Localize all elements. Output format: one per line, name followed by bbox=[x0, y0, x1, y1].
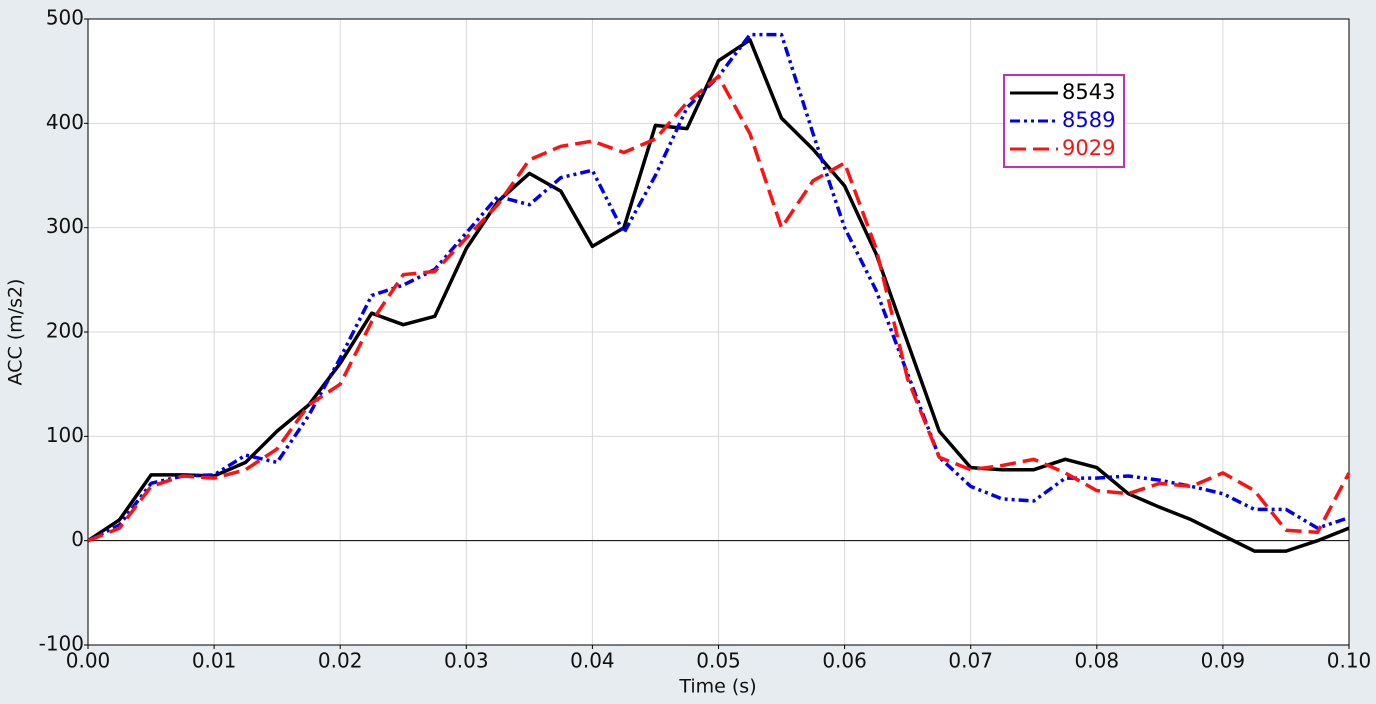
x-tick-label: 0.10 bbox=[1327, 649, 1372, 673]
plot-frame bbox=[87, 18, 1350, 646]
series-line bbox=[87, 38, 1350, 553]
x-tick-label: 0.03 bbox=[444, 649, 489, 673]
x-tick-label: 0.08 bbox=[1075, 649, 1120, 673]
legend-label: 8543 bbox=[1062, 80, 1115, 104]
series-line bbox=[87, 74, 1351, 543]
y-tick-label: 400 bbox=[46, 110, 84, 134]
y-axis-title: ACC (m/s2) bbox=[5, 279, 27, 386]
y-tick-label: -100 bbox=[39, 632, 84, 656]
x-tick-label: 0.02 bbox=[318, 649, 363, 673]
x-tick-label: 0.04 bbox=[570, 649, 615, 673]
x-axis-title: Time (s) bbox=[678, 676, 756, 698]
x-tick-label: 0.05 bbox=[696, 649, 741, 673]
y-tick-label: 200 bbox=[46, 319, 84, 343]
x-tick-label: 0.00 bbox=[66, 649, 111, 673]
x-tick-label: 0.09 bbox=[1201, 649, 1246, 673]
x-tick-label: 0.01 bbox=[192, 649, 237, 673]
y-tick-label: 500 bbox=[46, 6, 84, 30]
x-tick-label: 0.07 bbox=[948, 649, 993, 673]
y-tick-label: 100 bbox=[46, 423, 84, 447]
legend-label: 8589 bbox=[1062, 108, 1115, 132]
x-tick-label: 0.06 bbox=[822, 649, 867, 673]
y-tick-label: 0 bbox=[71, 527, 84, 551]
y-tick-label: 300 bbox=[46, 214, 84, 238]
legend-label: 9029 bbox=[1062, 136, 1115, 160]
